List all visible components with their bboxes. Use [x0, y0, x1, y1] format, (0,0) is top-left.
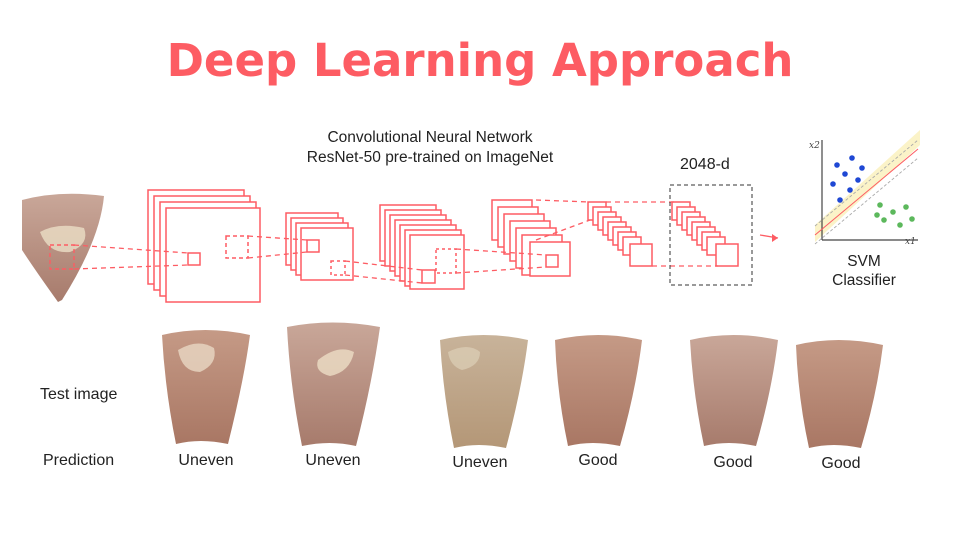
layer3-kernel-box	[421, 269, 436, 284]
conv-layer-1	[147, 189, 261, 303]
test-image-6	[796, 340, 883, 448]
test-image-5	[690, 335, 778, 446]
conv-layer-6	[671, 201, 739, 267]
input-patch-box	[49, 244, 75, 270]
svm-plot: x2 x1	[809, 130, 920, 247]
layer2-patch-box	[330, 260, 346, 276]
layer1-patch-box	[225, 235, 249, 259]
prediction-3: Uneven	[452, 454, 508, 471]
arrow-to-svm	[759, 234, 779, 242]
connection-lines	[73, 199, 718, 284]
layer3-patch-box	[435, 248, 457, 274]
feature-dim-label: 2048-d	[680, 156, 730, 173]
prediction-5: Good	[713, 454, 753, 471]
prediction-4: Good	[578, 452, 618, 469]
svm-class-green-points	[874, 202, 915, 228]
test-image-4	[555, 335, 642, 446]
row-label-prediction: Prediction	[43, 452, 115, 469]
prediction-2: Uneven	[305, 452, 361, 469]
conv-layer-2	[285, 212, 354, 281]
svm-y-axis-label: x2	[809, 141, 820, 151]
slide-title: Deep Learning Approach	[166, 34, 794, 87]
layer1-kernel-box	[187, 252, 201, 266]
cnn-caption-line1: Convolutional Neural Network	[327, 129, 533, 146]
svm-caption: SVM Classifier	[818, 252, 910, 290]
svm-x-axis-label: x1	[905, 237, 916, 247]
test-images	[162, 322, 883, 448]
prediction-6: Good	[821, 455, 861, 472]
svm-class-blue-points	[830, 155, 865, 203]
row-label-test-image: Test image	[40, 386, 118, 403]
prediction-1: Uneven	[178, 452, 234, 469]
input-skin-image	[22, 193, 104, 302]
conv-layer-5	[587, 201, 653, 267]
svm-caption-line2: Classifier	[832, 272, 896, 289]
layer2-kernel-box	[306, 239, 320, 253]
test-image-3	[440, 335, 528, 448]
layer4-kernel-box	[545, 254, 559, 268]
cnn-caption-line2: ResNet-50 pre-trained on ImageNet	[306, 149, 554, 166]
cnn-caption: Convolutional Neural Network ResNet-50 p…	[250, 128, 610, 168]
test-image-1	[162, 330, 250, 444]
test-image-2	[287, 322, 380, 446]
svm-caption-line1: SVM	[847, 253, 881, 270]
conv-layer-4	[491, 199, 571, 277]
conv-layer-3	[379, 204, 465, 290]
